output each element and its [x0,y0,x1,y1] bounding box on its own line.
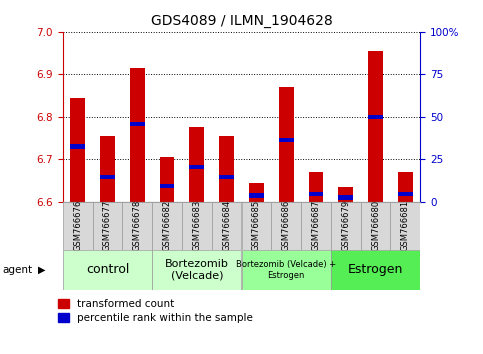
Bar [152,202,182,250]
Bar [309,192,324,196]
Text: Bortezomib (Velcade) +
Estrogen: Bortezomib (Velcade) + Estrogen [236,260,336,280]
Bar [368,115,383,119]
Bar [331,202,361,250]
Bar [212,202,242,250]
Bar [301,202,331,250]
Bar [249,193,264,198]
Bar [398,192,413,196]
Bar [93,202,122,250]
Text: GSM766686: GSM766686 [282,200,291,251]
Text: GSM766685: GSM766685 [252,200,261,251]
Bar [219,136,234,202]
Bar [338,187,353,202]
Bar [242,202,271,250]
Bar [63,250,152,290]
Bar [189,165,204,169]
Text: GSM766678: GSM766678 [133,200,142,251]
Bar [182,202,212,250]
Text: GSM766684: GSM766684 [222,200,231,251]
Bar [390,202,420,250]
Bar [159,183,174,188]
Bar [63,202,93,250]
Bar [100,136,115,202]
Bar [398,172,413,202]
Bar [242,250,331,290]
Text: GSM766681: GSM766681 [401,200,410,251]
Text: GSM766676: GSM766676 [73,200,82,251]
Bar [368,51,383,202]
Text: GSM766679: GSM766679 [341,200,350,251]
Bar [331,250,420,290]
Bar [70,98,85,202]
Text: GSM766677: GSM766677 [103,200,112,251]
Bar [219,175,234,179]
Text: GSM766682: GSM766682 [163,200,171,251]
Text: Bortezomib
(Velcade): Bortezomib (Velcade) [165,259,229,281]
Text: GSM766680: GSM766680 [371,200,380,251]
Bar [100,175,115,179]
Bar [159,157,174,202]
Bar [361,202,390,250]
Bar [249,183,264,202]
Bar [130,122,145,126]
Bar [279,138,294,142]
Bar [130,68,145,202]
Text: ▶: ▶ [38,265,46,275]
Bar [271,202,301,250]
Text: GSM766687: GSM766687 [312,200,320,251]
Bar [279,87,294,202]
Bar [189,127,204,202]
Text: control: control [86,263,129,276]
Text: agent: agent [2,265,32,275]
Bar [309,172,324,202]
Bar [70,144,85,149]
Text: Estrogen: Estrogen [348,263,403,276]
Bar [152,250,242,290]
Bar [338,195,353,200]
Legend: transformed count, percentile rank within the sample: transformed count, percentile rank withi… [58,299,253,323]
Title: GDS4089 / ILMN_1904628: GDS4089 / ILMN_1904628 [151,14,332,28]
Text: GSM766683: GSM766683 [192,200,201,251]
Bar [122,202,152,250]
